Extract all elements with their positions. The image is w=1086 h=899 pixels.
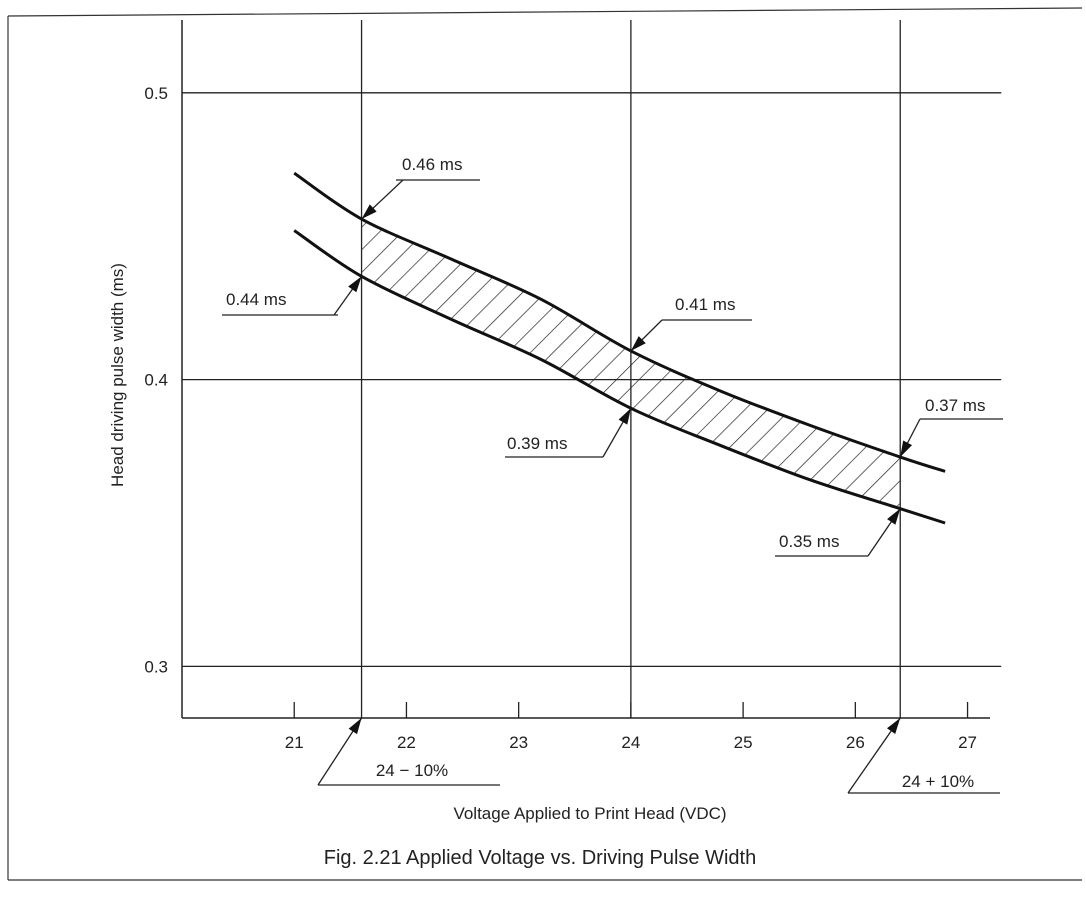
- annotation-0: 0.46 ms: [361, 155, 480, 220]
- annotation-7: 24 + 10%: [847, 717, 1000, 794]
- frame-top: [7, 7, 1083, 17]
- annotations: 0.46 ms 0.44 ms 0.41 ms 0.39 ms 0.37 ms 0.35 …: [222, 155, 1003, 794]
- annotation-label-4: 0.37 ms: [925, 396, 985, 415]
- y-axis-title: Head driving pulse width (ms): [108, 263, 127, 487]
- annotation-3: 0.39 ms: [505, 407, 632, 458]
- x-tick-label-5: 26: [846, 733, 865, 752]
- annotation-arrowhead-6: [348, 718, 362, 735]
- annotation-label-6: 24 − 10%: [376, 761, 448, 780]
- annotation-arrowhead-5: [887, 508, 901, 525]
- annotation-label-2: 0.41 ms: [675, 295, 735, 314]
- y-tick-label-2: 0.5: [144, 84, 168, 103]
- x-tick-label-6: 27: [958, 733, 977, 752]
- series-lower-curve: [293, 229, 946, 525]
- annotation-arrowhead-2: [630, 336, 646, 351]
- annotation-1: 0.44 ms: [222, 275, 363, 316]
- series: [293, 171, 946, 525]
- x-axis-title: Voltage Applied to Print Head (VDC): [453, 804, 726, 823]
- hatched-region: [361, 219, 901, 509]
- series-upper-curve: [293, 171, 946, 473]
- annotation-5: 0.35 ms: [775, 508, 901, 557]
- annotation-label-7: 24 + 10%: [902, 772, 974, 791]
- annotation-arrowhead-3: [618, 408, 631, 425]
- x-tick-label-0: 21: [285, 733, 304, 752]
- annotation-label-5: 0.35 ms: [779, 532, 839, 551]
- y-tick-label-1: 0.4: [144, 371, 168, 390]
- annotation-4: 0.37 ms: [899, 396, 1003, 458]
- annotation-6: 24 − 10%: [317, 717, 500, 786]
- annotation-2: 0.41 ms: [630, 295, 752, 352]
- annotation-arrowhead-0: [361, 204, 377, 220]
- annotation-arrowhead-4: [900, 440, 913, 458]
- x-tick-label-1: 22: [397, 733, 416, 752]
- x-tick-label-4: 25: [734, 733, 753, 752]
- annotation-label-3: 0.39 ms: [507, 434, 567, 453]
- axes: 21 22 23 24 25 26 27 0.3 0.4 0.5: [144, 20, 990, 752]
- x-tick-label-2: 23: [509, 733, 528, 752]
- y-tick-label-0: 0.3: [144, 657, 168, 676]
- tolerance-band: [361, 219, 901, 509]
- annotation-arrowhead-1: [348, 276, 362, 293]
- annotation-label-0: 0.46 ms: [402, 155, 462, 174]
- figure-caption: Fig. 2.21 Applied Voltage vs. Driving Pu…: [324, 847, 756, 869]
- annotation-label-1: 0.44 ms: [226, 290, 286, 309]
- annotation-arrowhead-7: [886, 718, 901, 734]
- x-tick-label-3: 24: [621, 733, 640, 752]
